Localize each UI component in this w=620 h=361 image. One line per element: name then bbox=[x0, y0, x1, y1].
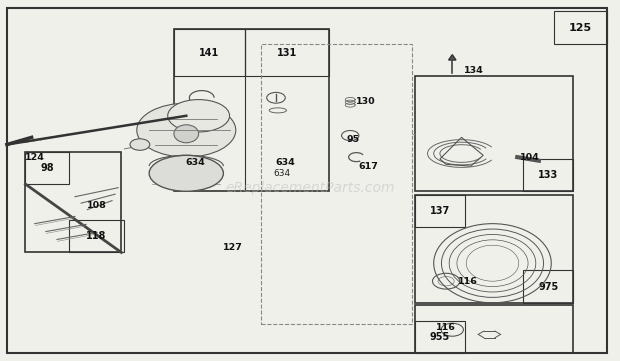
Text: 104: 104 bbox=[520, 153, 539, 162]
Circle shape bbox=[130, 139, 150, 150]
Bar bbox=[25, 152, 122, 252]
Bar bbox=[523, 159, 573, 191]
Bar bbox=[415, 195, 464, 227]
Text: 137: 137 bbox=[430, 206, 450, 216]
Text: 975: 975 bbox=[538, 282, 558, 292]
Bar bbox=[415, 305, 573, 353]
Text: 116: 116 bbox=[436, 323, 456, 332]
Text: 118: 118 bbox=[86, 231, 107, 241]
Bar bbox=[69, 220, 125, 252]
Text: 108: 108 bbox=[87, 201, 107, 210]
Text: 617: 617 bbox=[359, 162, 379, 171]
Text: 125: 125 bbox=[569, 23, 592, 32]
Polygon shape bbox=[448, 55, 456, 60]
Text: 134: 134 bbox=[464, 66, 484, 75]
Ellipse shape bbox=[174, 125, 198, 143]
Text: 116: 116 bbox=[458, 277, 477, 286]
Bar bbox=[415, 321, 464, 353]
Text: 141: 141 bbox=[200, 48, 219, 58]
Bar bbox=[523, 270, 573, 303]
Text: 127: 127 bbox=[223, 243, 242, 252]
Text: 955: 955 bbox=[430, 332, 450, 342]
Bar bbox=[415, 76, 573, 191]
Bar bbox=[554, 12, 607, 44]
Text: 634: 634 bbox=[185, 158, 205, 167]
Ellipse shape bbox=[149, 155, 223, 191]
Text: 95: 95 bbox=[347, 135, 360, 144]
Bar bbox=[25, 152, 69, 184]
Text: 634: 634 bbox=[275, 158, 295, 167]
Bar bbox=[415, 195, 573, 303]
Ellipse shape bbox=[168, 100, 229, 132]
Text: 634: 634 bbox=[189, 169, 206, 178]
Bar bbox=[174, 30, 245, 76]
Ellipse shape bbox=[137, 103, 236, 157]
Bar bbox=[260, 44, 412, 324]
Text: 124: 124 bbox=[25, 153, 45, 162]
Bar bbox=[174, 30, 329, 191]
Text: 98: 98 bbox=[40, 163, 54, 173]
Bar bbox=[245, 30, 329, 76]
Text: 130: 130 bbox=[356, 97, 376, 106]
Text: 634: 634 bbox=[273, 169, 291, 178]
Text: 131: 131 bbox=[277, 48, 297, 58]
Text: 133: 133 bbox=[538, 170, 558, 180]
Text: eReplacementParts.com: eReplacementParts.com bbox=[225, 181, 395, 195]
